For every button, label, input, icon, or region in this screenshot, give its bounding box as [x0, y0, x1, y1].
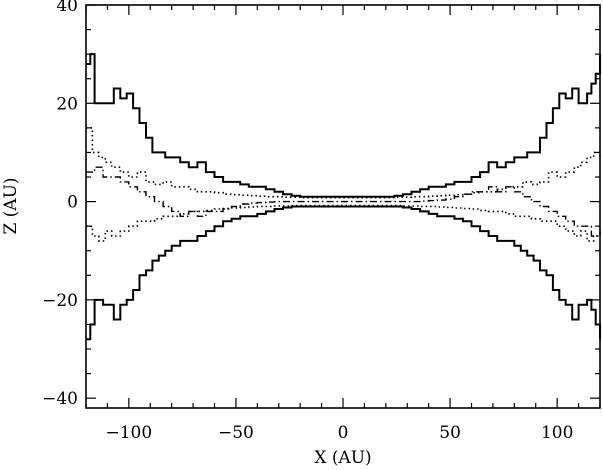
series-layer [86, 53, 601, 341]
x-tick-label: −100 [105, 423, 152, 443]
series-line-4-dotted [86, 204, 601, 242]
x-tick-label: −50 [218, 423, 254, 443]
y-tick-label: 20 [56, 94, 78, 114]
y-tick-label: 0 [67, 193, 78, 213]
tick-layer: −100 −50 0 50 100 −40 −20 0 20 40 [42, 0, 601, 443]
series-line-5-dashdot [86, 166, 601, 237]
y-tick-label: −40 [42, 389, 78, 409]
y-tick-label: −20 [42, 291, 78, 311]
series-line-3-dotted [86, 127, 601, 199]
series-line-2-solid [86, 205, 601, 341]
y-axis-label: Z (AU) [1, 177, 21, 234]
x-axis-label: X (AU) [314, 448, 371, 468]
x-tick-label: 0 [338, 423, 349, 443]
series-line-1-solid [86, 53, 601, 198]
x-tick-label: 50 [439, 423, 461, 443]
y-tick-label: 40 [56, 0, 78, 16]
x-tick-label: 100 [541, 423, 573, 443]
